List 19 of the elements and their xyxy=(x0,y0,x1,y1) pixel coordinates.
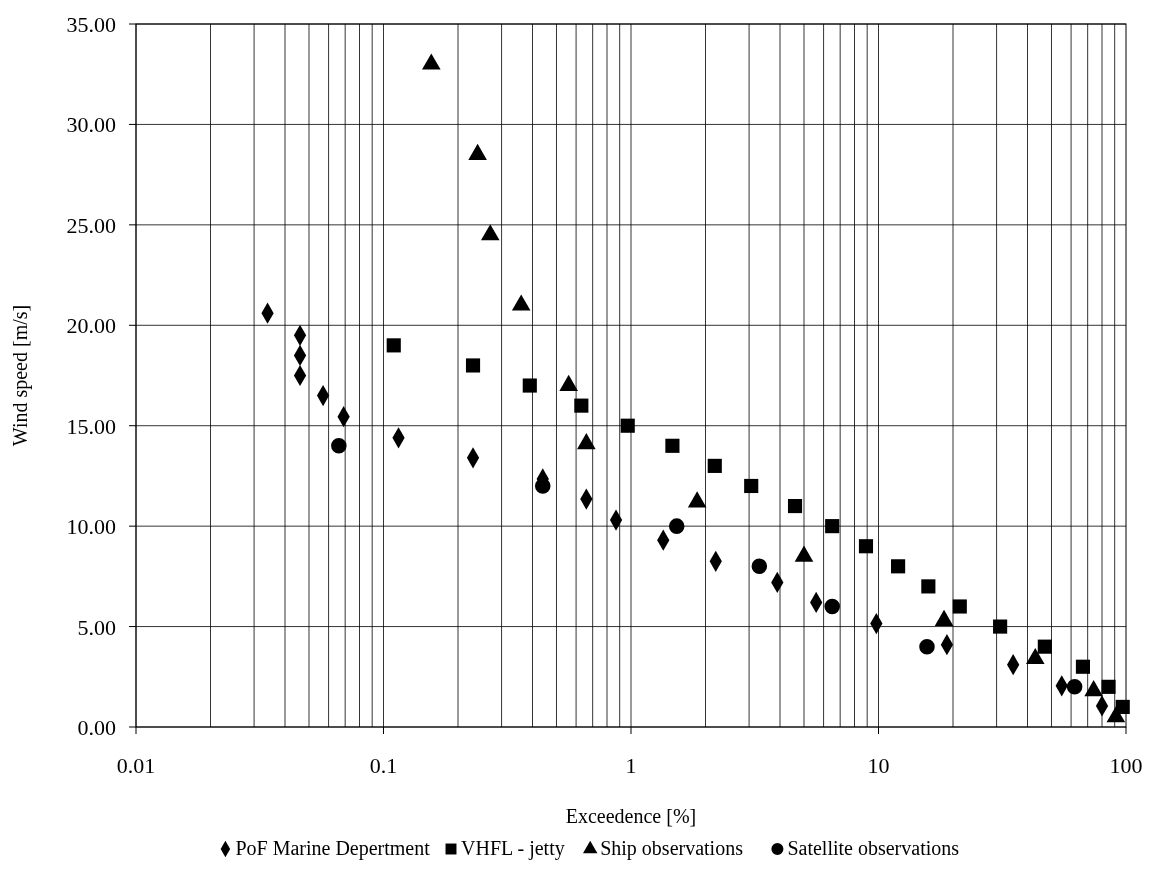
y-tick-label: 15.00 xyxy=(66,413,116,439)
x-tick-label: 10 xyxy=(867,753,890,778)
legend-label: VHFL - jetty xyxy=(461,837,565,860)
y-tick-label: 20.00 xyxy=(66,313,116,339)
y-tick-label: 0.00 xyxy=(77,715,116,740)
legend-label: Ship observations xyxy=(600,837,744,860)
y-axis-title: Wind speed [m/s] xyxy=(9,304,32,447)
x-tick-label: 0.01 xyxy=(116,753,156,778)
legend-label: Satellite observations xyxy=(787,837,960,859)
x-tick-label: 0.1 xyxy=(369,753,398,778)
y-tick-label: 35.00 xyxy=(66,12,116,37)
legend-label: PoF Marine Depertment xyxy=(235,837,431,860)
y-tick-label: 5.00 xyxy=(77,614,116,640)
y-tick-label: 25.00 xyxy=(66,212,116,238)
x-axis-title: Exceedence [%] xyxy=(565,805,697,827)
y-tick-label: 10.00 xyxy=(66,514,116,540)
x-tick-label: 1 xyxy=(625,753,637,778)
y-tick-label: 30.00 xyxy=(66,112,116,138)
x-tick-label: 100 xyxy=(1109,753,1143,778)
